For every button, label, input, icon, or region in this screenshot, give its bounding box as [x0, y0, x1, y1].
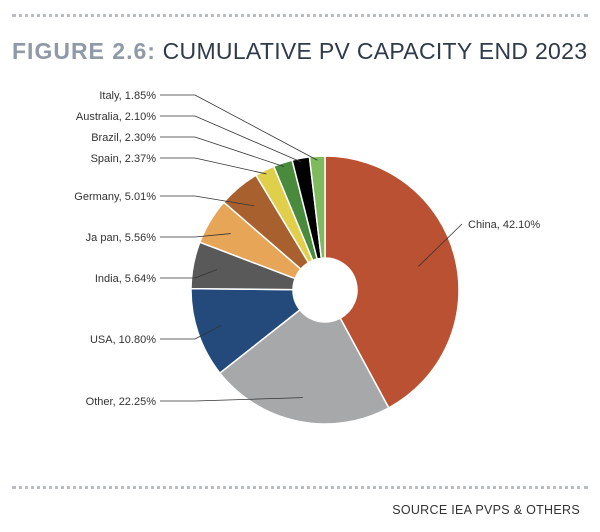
- slice-china: [324, 155, 460, 409]
- slice-usa: [190, 287, 301, 375]
- label-brazil: Brazil, 2.30%: [91, 132, 156, 144]
- leader-line-germany: [160, 195, 255, 207]
- label-australia: Australia, 2.10%: [76, 111, 156, 123]
- leader-line-italy: [160, 94, 318, 161]
- slices: [190, 155, 460, 425]
- leader-line-brazil: [160, 136, 285, 168]
- leader-line-spain: [160, 157, 267, 175]
- slice-italy: [308, 155, 326, 260]
- leader-lines: [160, 94, 463, 402]
- label-italy: Italy, 1.85%: [99, 90, 156, 102]
- leader-line-japan: [160, 233, 231, 238]
- leader-line-other: [160, 397, 303, 402]
- slice-other: [218, 308, 390, 425]
- figure-title: FIGURE 2.6: CUMULATIVE PV CAPACITY END 2…: [12, 38, 587, 65]
- source-note: SOURCE IEA PVPS & OTHERS: [392, 503, 580, 517]
- leader-line-india: [160, 269, 218, 279]
- label-usa: USA, 10.80%: [90, 334, 156, 346]
- label-spain: Spain, 2.37%: [91, 153, 157, 165]
- label-japan: Ja pan, 5.56%: [86, 232, 157, 244]
- leader-line-china: [418, 223, 463, 267]
- bottom-dotted-divider: [12, 486, 588, 489]
- figure-title-text: CUMULATIVE PV CAPACITY END 2023: [162, 38, 588, 64]
- label-china: China, 42.10%: [468, 219, 540, 231]
- figure-number: FIGURE 2.6:: [12, 38, 156, 64]
- slice-labels: China, 42.10% Other, 22.25% USA, 10.80% Ind…: [74, 90, 540, 408]
- leader-line-australia: [160, 115, 302, 163]
- top-dotted-divider: [12, 14, 588, 17]
- leader-line-usa: [160, 325, 222, 340]
- label-other: Other, 22.25%: [86, 396, 157, 408]
- label-india: India, 5.64%: [95, 273, 156, 285]
- label-germany: Germany, 5.01%: [74, 191, 156, 203]
